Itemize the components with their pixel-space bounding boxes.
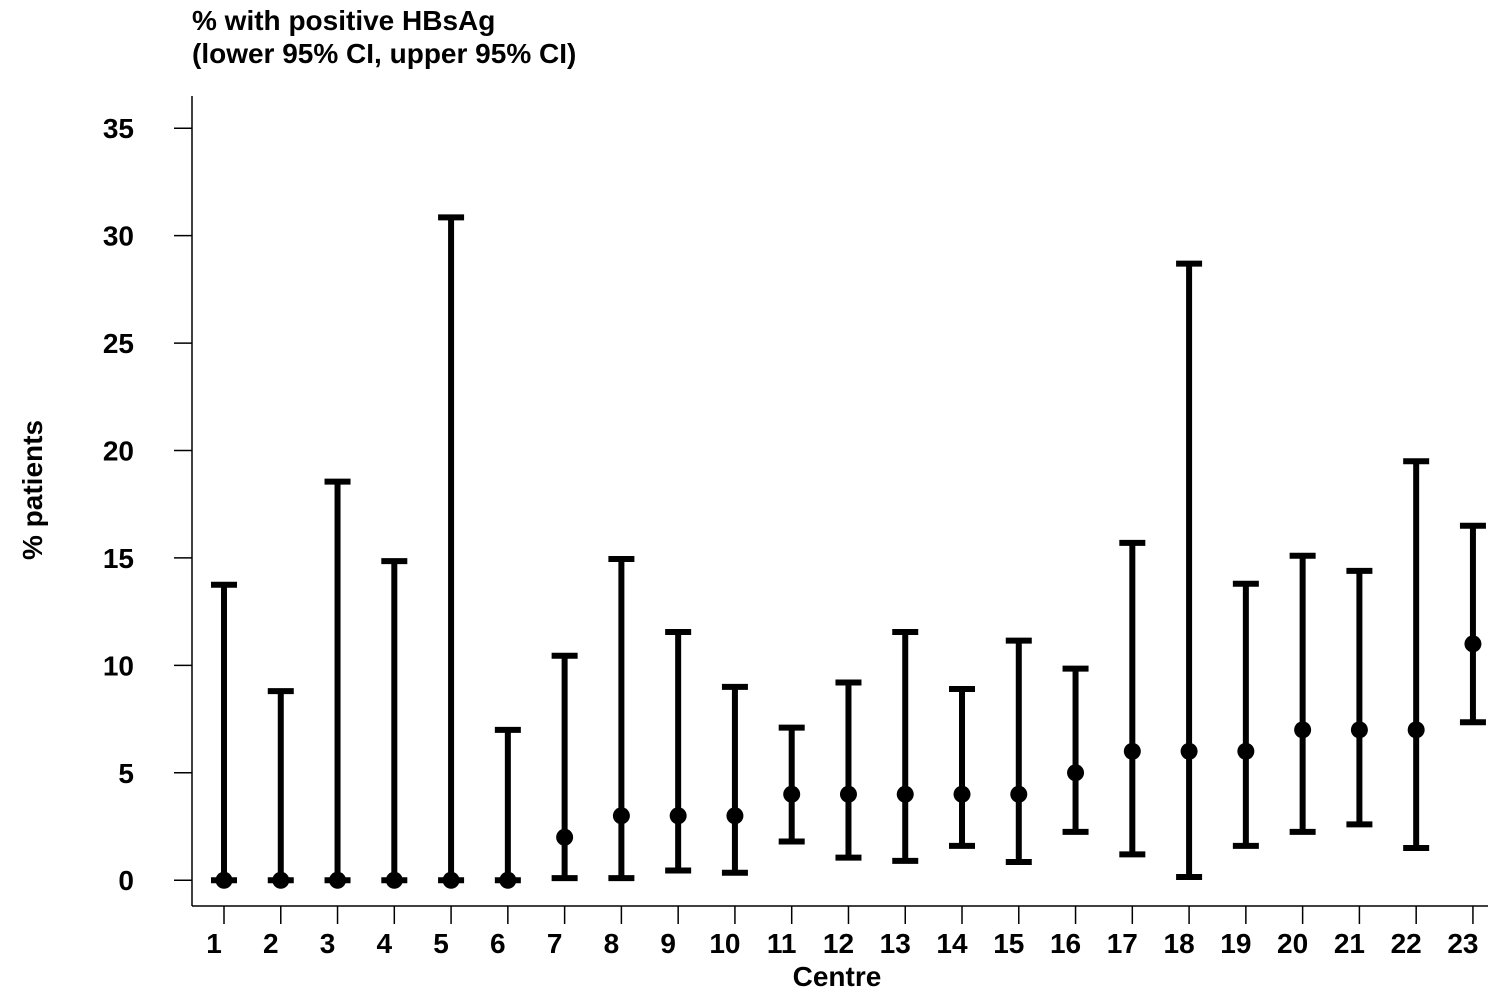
- point-7: [556, 828, 574, 846]
- point-11: [783, 785, 801, 803]
- x-tick-label-19: 19: [1220, 928, 1251, 959]
- point-21: [1350, 721, 1368, 739]
- chart-title-line-2: (lower 95% CI, upper 95% CI): [192, 38, 577, 69]
- y-tick-label-20: 20: [103, 436, 134, 467]
- point-10: [726, 807, 744, 825]
- y-tick-label-30: 30: [103, 221, 134, 252]
- x-tick-label-13: 13: [880, 928, 911, 959]
- point-2: [272, 871, 290, 889]
- y-tick-label-15: 15: [103, 543, 134, 574]
- x-tick-label-18: 18: [1164, 928, 1195, 959]
- point-19: [1237, 742, 1255, 760]
- point-20: [1294, 721, 1312, 739]
- y-tick-label-0: 0: [118, 865, 134, 896]
- point-4: [385, 871, 403, 889]
- y-axis-title: % patients: [17, 420, 48, 560]
- chart-marks: [211, 214, 1486, 889]
- x-tick-label-7: 7: [547, 928, 563, 959]
- point-6: [499, 871, 517, 889]
- y-tick-label-10: 10: [103, 650, 134, 681]
- chart-title-line-1: % with positive HBsAg: [192, 5, 496, 36]
- x-tick-label-17: 17: [1107, 928, 1138, 959]
- y-tick-label-35: 35: [103, 113, 134, 144]
- point-12: [839, 785, 857, 803]
- x-tick-label-22: 22: [1391, 928, 1422, 959]
- x-tick-label-3: 3: [320, 928, 336, 959]
- x-tick-label-23: 23: [1447, 928, 1478, 959]
- y-tick-label-5: 5: [118, 758, 134, 789]
- x-tick-label-9: 9: [660, 928, 676, 959]
- x-tick-label-8: 8: [604, 928, 620, 959]
- x-tick-label-1: 1: [206, 928, 222, 959]
- point-9: [669, 807, 687, 825]
- x-tick-label-10: 10: [709, 928, 740, 959]
- point-23: [1464, 635, 1482, 653]
- x-tick-label-5: 5: [433, 928, 449, 959]
- x-tick-label-14: 14: [936, 928, 968, 959]
- point-13: [896, 785, 914, 803]
- x-tick-label-2: 2: [263, 928, 279, 959]
- point-5: [442, 871, 460, 889]
- point-15: [1010, 785, 1028, 803]
- x-tick-label-21: 21: [1334, 928, 1365, 959]
- x-tick-label-6: 6: [490, 928, 506, 959]
- x-tick-label-15: 15: [993, 928, 1024, 959]
- point-8: [612, 807, 630, 825]
- point-16: [1067, 764, 1085, 782]
- x-tick-label-4: 4: [377, 928, 393, 959]
- point-1: [215, 871, 233, 889]
- point-18: [1180, 742, 1198, 760]
- y-tick-label-25: 25: [103, 328, 134, 359]
- x-axis-title: Centre: [793, 961, 882, 992]
- x-tick-label-12: 12: [823, 928, 854, 959]
- point-17: [1123, 742, 1141, 760]
- point-14: [953, 785, 971, 803]
- point-3: [329, 871, 347, 889]
- axes: [174, 96, 1488, 924]
- point-22: [1407, 721, 1425, 739]
- x-tick-label-11: 11: [767, 928, 797, 959]
- x-tick-label-16: 16: [1050, 928, 1081, 959]
- x-tick-label-20: 20: [1277, 928, 1308, 959]
